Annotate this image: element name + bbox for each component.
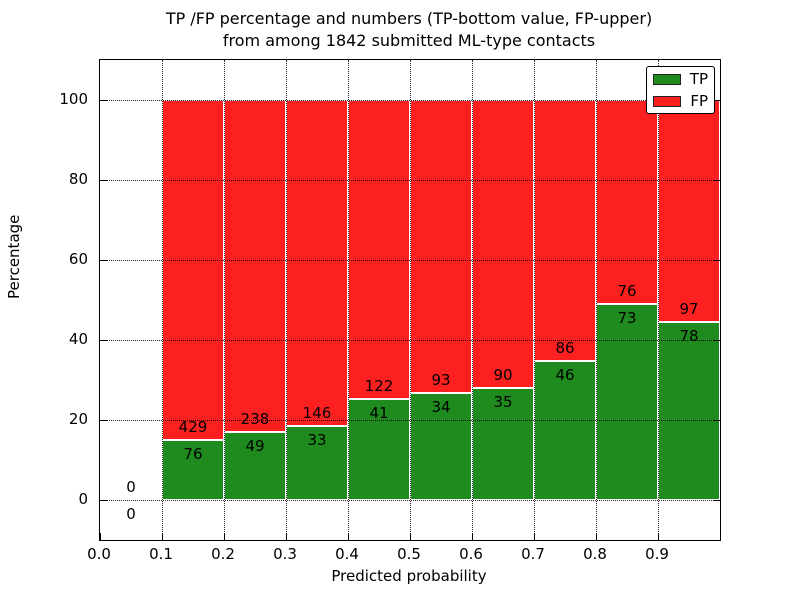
- tp-bar-segment: [658, 321, 720, 500]
- tp-bar-segment: [410, 392, 472, 500]
- y-tick-mark: [100, 500, 107, 501]
- y-tick-mark: [713, 100, 720, 101]
- tp-count-label: 49: [245, 436, 265, 455]
- fp-count-label: 90: [493, 366, 513, 384]
- legend-label-tp: TP: [689, 69, 708, 88]
- tp-swatch-icon: [653, 73, 681, 85]
- y-tick-mark: [713, 500, 720, 501]
- y-tick-label: 80: [68, 170, 88, 188]
- y-tick-mark: [713, 180, 720, 181]
- tp-count-label: 46: [555, 365, 575, 384]
- fp-bar-segment: [472, 100, 534, 388]
- tp-count-label: 35: [493, 393, 513, 411]
- y-tick-mark: [100, 340, 107, 341]
- y-tick-mark: [713, 420, 720, 421]
- grid-line-vertical: [348, 60, 349, 540]
- fp-swatch-icon: [653, 95, 682, 107]
- y-tick-mark: [713, 340, 720, 341]
- x-tick-mark: [534, 533, 535, 540]
- tp-bar-segment: [162, 439, 224, 500]
- y-tick-mark: [100, 100, 107, 101]
- x-tick-mark: [162, 533, 163, 540]
- grid-line-vertical: [410, 60, 411, 540]
- x-tick-mark: [224, 533, 225, 540]
- y-axis-label: Percentage: [5, 214, 23, 299]
- tp-count-label: 34: [431, 397, 451, 416]
- x-axis-label: Predicted probability: [331, 567, 487, 585]
- fp-bar-segment: [286, 100, 348, 427]
- x-tick-label: 0.1: [149, 545, 173, 563]
- grid-line-vertical: [596, 60, 597, 540]
- x-tick-mark: [658, 533, 659, 540]
- grid-line-vertical: [162, 60, 163, 540]
- x-tick-mark: [286, 533, 287, 540]
- fp-bar-segment: [410, 100, 472, 393]
- fp-count-label: 93: [431, 370, 451, 389]
- tp-count-label: 33: [307, 431, 327, 450]
- y-tick-label: 40: [68, 330, 88, 348]
- fp-bar-segment: [658, 100, 720, 322]
- tp-count-label: 76: [183, 444, 203, 463]
- plot-area: 0 0 429 76 238 49 146 33 122 41 93 34 90 35 86 46 76 73 97…: [99, 59, 721, 541]
- tp-bar-segment: [534, 360, 596, 500]
- x-tick-label: 0.7: [521, 545, 545, 563]
- fp-bar-segment: [596, 100, 658, 305]
- x-tick-mark: [596, 533, 597, 540]
- x-tick-mark: [410, 533, 411, 540]
- tp-bar-segment: [286, 426, 348, 500]
- fp-count-label: 146: [302, 404, 332, 423]
- chart-title-line1: TP /FP percentage and numbers (TP-bottom…: [165, 9, 653, 28]
- y-tick-mark: [100, 420, 107, 421]
- fp-bar-segment: [224, 100, 286, 432]
- y-tick-label: 0: [78, 490, 88, 508]
- y-tick-label: 100: [59, 90, 88, 108]
- fp-count-label: 76: [617, 282, 637, 301]
- x-tick-label: 0.6: [459, 545, 483, 563]
- y-tick-label: 20: [68, 410, 88, 428]
- grid-line-vertical: [534, 60, 535, 540]
- grid-line-vertical: [224, 60, 225, 540]
- fp-count-label: 122: [364, 377, 394, 396]
- tp-bar-segment: [472, 388, 534, 500]
- x-tick-label: 0.0: [87, 545, 111, 563]
- x-tick-mark: [472, 533, 473, 540]
- x-tick-label: 0.2: [211, 545, 235, 563]
- x-tick-mark: [100, 533, 101, 540]
- chart-title-line2: from among 1842 submitted ML-type contac…: [222, 31, 596, 50]
- tp-count-label: 41: [369, 404, 389, 423]
- x-tick-label: 0.4: [335, 545, 359, 563]
- chart-title: TP /FP percentage and numbers (TP-bottom…: [99, 8, 719, 52]
- fp-bar-segment: [534, 100, 596, 361]
- x-tick-mark: [348, 533, 349, 540]
- legend-row-tp: TP: [653, 69, 708, 88]
- x-tick-label: 0.5: [397, 545, 421, 563]
- fp-count-label: 0: [126, 478, 136, 496]
- fp-count-label: 97: [679, 299, 699, 318]
- legend-label-fp: FP: [690, 91, 708, 110]
- fp-count-label: 429: [178, 417, 208, 436]
- grid-line-vertical: [286, 60, 287, 540]
- tp-bar-segment: [596, 304, 658, 500]
- tp-count-label: 0: [126, 505, 136, 523]
- grid-line-vertical: [658, 60, 659, 540]
- tp-bar-segment: [348, 399, 410, 500]
- x-tick-label: 0.9: [645, 545, 669, 563]
- legend-row-fp: FP: [653, 91, 708, 110]
- x-tick-label: 0.3: [273, 545, 297, 563]
- fp-count-label: 86: [555, 338, 575, 357]
- y-tick-mark: [100, 180, 107, 181]
- fp-bar-segment: [162, 100, 224, 440]
- tp-count-label: 78: [679, 326, 699, 345]
- legend: TP FP: [646, 66, 715, 114]
- tp-bar-segment: [224, 431, 286, 500]
- fp-count-label: 238: [240, 409, 270, 428]
- y-tick-mark: [713, 260, 720, 261]
- y-tick-mark: [100, 260, 107, 261]
- x-tick-label: 0.8: [583, 545, 607, 563]
- tp-count-label: 73: [617, 309, 637, 328]
- grid-line-vertical: [472, 60, 473, 540]
- y-tick-label: 60: [68, 250, 88, 268]
- fp-bar-segment: [348, 100, 410, 400]
